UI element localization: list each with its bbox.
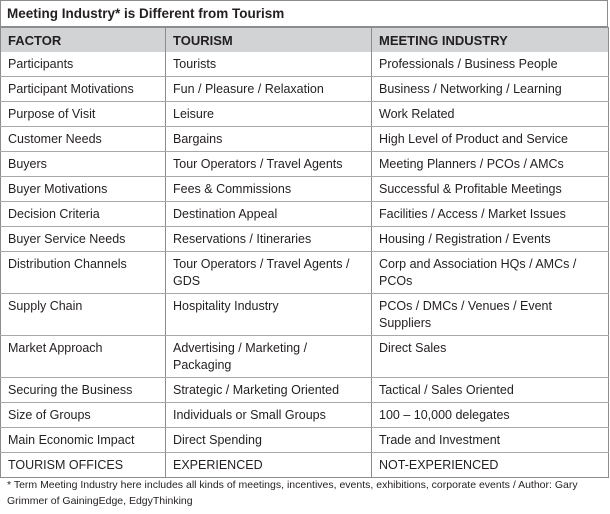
factor-cell: Purpose of Visit <box>0 101 166 127</box>
table-row: Supply Chain Hospitality Industry PCOs / D… <box>0 293 609 336</box>
factor-cell: Participant Motivations <box>0 76 166 102</box>
factor-cell: Decision Criteria <box>0 201 166 227</box>
table-row: Market Approach Advertising / Marketing /… <box>0 335 609 378</box>
meeting-industry-cell: 100 – 10,000 delegates <box>371 402 609 428</box>
header-row: FACTOR TOURISM MEETING INDUSTRY <box>0 27 609 52</box>
tourism-cell: Fees & Commissions <box>165 176 372 202</box>
tourism-cell: Reservations / Itineraries <box>165 226 372 252</box>
tourism-cell: Destination Appeal <box>165 201 372 227</box>
factor-cell: Main Economic Impact <box>0 427 166 453</box>
table-title: Meeting Industry* is Different from Tour… <box>0 0 608 27</box>
meeting-industry-cell: PCOs / DMCs / Venues / Event Suppliers <box>371 293 609 336</box>
meeting-industry-cell: Corp and Association HQs / AMCs / PCOs <box>371 251 609 294</box>
meeting-industry-cell: Successful & Profitable Meetings <box>371 176 609 202</box>
meeting-industry-cell: Business / Networking / Learning <box>371 76 609 102</box>
meeting-industry-cell: Direct Sales <box>371 335 609 378</box>
factor-cell: Market Approach <box>0 335 166 378</box>
meeting-industry-cell: Housing / Registration / Events <box>371 226 609 252</box>
tourism-cell: Individuals or Small Groups <box>165 402 372 428</box>
table-row: Participant Motivations Fun / Pleasure / … <box>0 76 609 102</box>
meeting-industry-cell: High Level of Product and Service <box>371 126 609 152</box>
tourism-cell: Strategic / Marketing Oriented <box>165 377 372 403</box>
table-row: Participants Tourists Professionals / Busi… <box>0 52 609 77</box>
table-row: Size of Groups Individuals or Small Group… <box>0 402 609 428</box>
factor-cell: Buyer Service Needs <box>0 226 166 252</box>
tourism-cell: Tour Operators / Travel Agents / GDS <box>165 251 372 294</box>
table-row: Decision Criteria Destination Appeal Facil… <box>0 201 609 227</box>
tourism-cell: Leisure <box>165 101 372 127</box>
meeting-industry-cell: Work Related <box>371 101 609 127</box>
table-row: Distribution Channels Tour Operators / Tr… <box>0 251 609 294</box>
factor-cell: Securing the Business <box>0 377 166 403</box>
table-row: Buyer Service Needs Reservations / Itiner… <box>0 226 609 252</box>
factor-cell: Participants <box>0 52 166 77</box>
table-row: Buyers Tour Operators / Travel Agents Meet… <box>0 151 609 177</box>
table-row: Main Economic Impact Direct Spending Trade… <box>0 427 609 453</box>
meeting-industry-cell: Professionals / Business People <box>371 52 609 77</box>
header-meeting-industry: MEETING INDUSTRY <box>371 27 609 52</box>
factor-cell: Customer Needs <box>0 126 166 152</box>
table-row: TOURISM OFFICES EXPERIENCED NOT-EXPERIENCE… <box>0 452 609 478</box>
footnote: * Term Meeting Industry here includes al… <box>7 479 578 507</box>
meeting-industry-cell: Meeting Planners / PCOs / AMCs <box>371 151 609 177</box>
tourism-cell: Tour Operators / Travel Agents <box>165 151 372 177</box>
factor-cell: TOURISM OFFICES <box>0 452 166 478</box>
tourism-cell: Fun / Pleasure / Relaxation <box>165 76 372 102</box>
meeting-industry-cell: NOT-EXPERIENCED <box>371 452 609 478</box>
table-row: Customer Needs Bargains High Level of Prod… <box>0 126 609 152</box>
tourism-cell: Advertising / Marketing / Packaging <box>165 335 372 378</box>
comparison-table-wrapper: FACTOR TOURISM MEETING INDUSTRY Particip… <box>0 27 609 478</box>
factor-cell: Size of Groups <box>0 402 166 428</box>
table-row: Purpose of Visit Leisure Work Related <box>0 101 609 127</box>
tourism-cell: Tourists <box>165 52 372 77</box>
header-tourism: TOURISM <box>165 27 372 52</box>
table-row: Securing the Business Strategic / Marketi… <box>0 377 609 403</box>
tourism-cell: Bargains <box>165 126 372 152</box>
factor-cell: Supply Chain <box>0 293 166 336</box>
tourism-cell: Direct Spending <box>165 427 372 453</box>
meeting-industry-cell: Facilities / Access / Market Issues <box>371 201 609 227</box>
table-body: Participants Tourists Professionals / Busi… <box>0 52 609 478</box>
factor-cell: Buyer Motivations <box>0 176 166 202</box>
meeting-industry-cell: Trade and Investment <box>371 427 609 453</box>
factor-cell: Distribution Channels <box>0 251 166 294</box>
comparison-table: FACTOR TOURISM MEETING INDUSTRY Particip… <box>0 27 609 478</box>
tourism-cell: Hospitality Industry <box>165 293 372 336</box>
meeting-industry-cell: Tactical / Sales Oriented <box>371 377 609 403</box>
header-factor: FACTOR <box>0 27 166 52</box>
table-header: FACTOR TOURISM MEETING INDUSTRY <box>0 27 609 52</box>
tourism-cell: EXPERIENCED <box>165 452 372 478</box>
table-row: Buyer Motivations Fees & Commissions Succe… <box>0 176 609 202</box>
factor-cell: Buyers <box>0 151 166 177</box>
